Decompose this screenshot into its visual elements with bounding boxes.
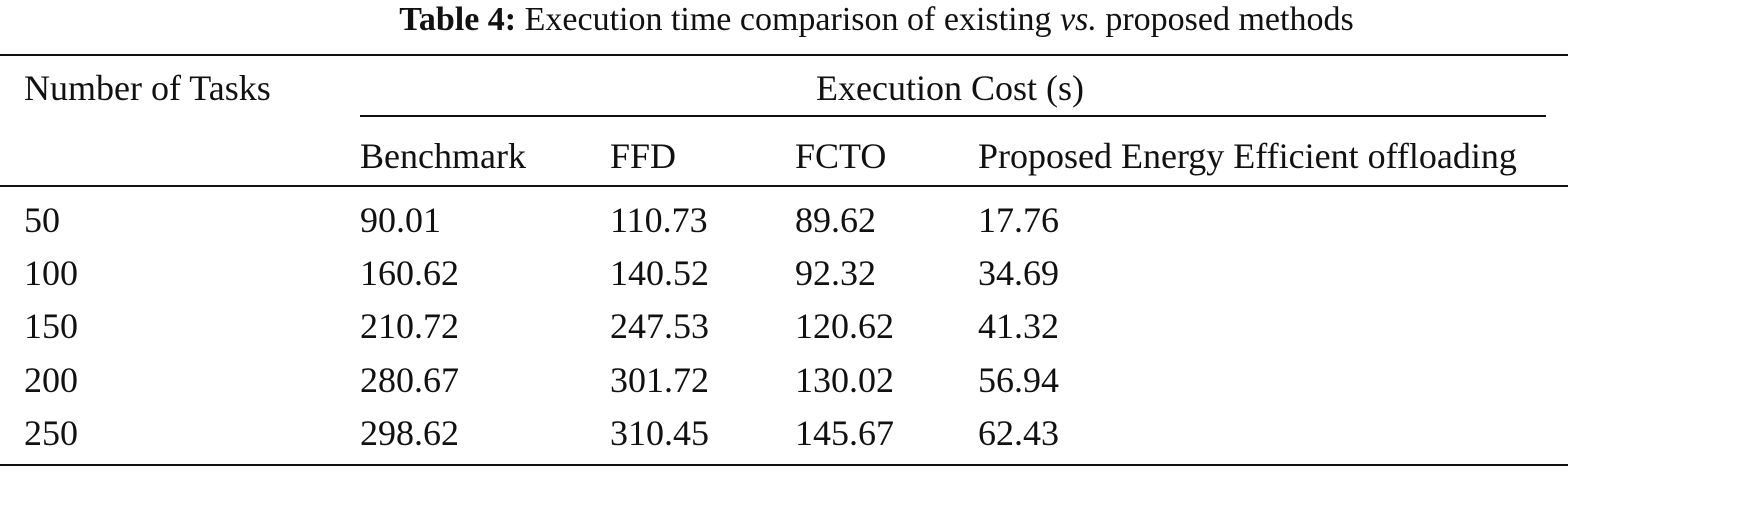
column-header-proposed: Proposed Energy Efficient offloading [978, 136, 1517, 176]
caption-text-before: Execution time comparison of existing [524, 1, 1061, 38]
table-cell: 247.53 [610, 306, 709, 346]
table-cell: 130.02 [795, 360, 894, 400]
table-cell: 301.72 [610, 360, 709, 400]
group-header: Execution Cost (s) [816, 68, 1084, 108]
caption-label: Table 4: [399, 1, 517, 38]
table-cell: 92.32 [795, 253, 876, 293]
header-bottom-rule [0, 185, 1568, 187]
column-header-benchmark: Benchmark [360, 136, 526, 176]
table-cell: 298.62 [360, 413, 459, 453]
top-rule [0, 54, 1568, 56]
bottom-rule [0, 464, 1568, 466]
column-header-ffd: FFD [610, 136, 677, 176]
column-header-fcto: FCTO [795, 136, 887, 176]
caption-italic: vs. [1060, 1, 1097, 38]
table-cell-tasks: 100 [24, 253, 78, 293]
table-caption: Table 4: Execution time comparison of ex… [0, 0, 1753, 40]
table-cell: 210.72 [360, 306, 459, 346]
table-cell: 62.43 [978, 413, 1059, 453]
table-cell: 145.67 [795, 413, 894, 453]
group-rule [360, 115, 1546, 117]
table-cell: 110.73 [610, 200, 708, 240]
table-cell: 89.62 [795, 200, 876, 240]
table-cell: 17.76 [978, 200, 1059, 240]
table-cell: 41.32 [978, 306, 1059, 346]
table-cell-tasks: 200 [24, 360, 78, 400]
table-cell: 34.69 [978, 253, 1059, 293]
table-cell-tasks: 150 [24, 306, 78, 346]
table-cell: 280.67 [360, 360, 459, 400]
caption-text-after: proposed methods [1096, 1, 1354, 38]
table-cell: 90.01 [360, 200, 441, 240]
table-cell-tasks: 50 [24, 200, 60, 240]
table-cell-tasks: 250 [24, 413, 78, 453]
table-cell: 160.62 [360, 253, 459, 293]
table-cell: 140.52 [610, 253, 709, 293]
table-cell: 120.62 [795, 306, 894, 346]
table-cell: 56.94 [978, 360, 1059, 400]
table-cell: 310.45 [610, 413, 709, 453]
row-label-header: Number of Tasks [24, 68, 271, 108]
